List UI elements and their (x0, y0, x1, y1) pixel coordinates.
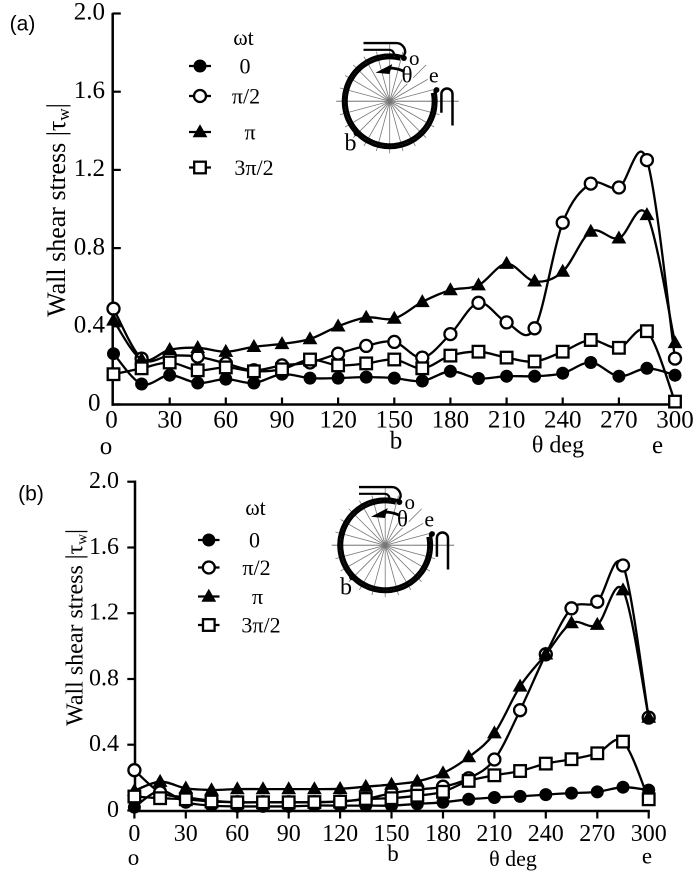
svg-text:3π/2: 3π/2 (241, 612, 280, 637)
svg-text:1.2: 1.2 (89, 600, 119, 626)
svg-text:60: 60 (225, 821, 249, 847)
svg-text:(b): (b) (18, 483, 44, 506)
svg-text:Wall shear stress |τw|: Wall shear stress |τw| (63, 529, 91, 726)
svg-text:0: 0 (240, 53, 251, 78)
svg-text:Wall shear stress |τw|: Wall shear stress |τw| (42, 103, 73, 317)
svg-text:240: 240 (544, 407, 582, 434)
svg-text:o: o (409, 46, 420, 70)
svg-text:0.8: 0.8 (74, 233, 105, 260)
svg-text:b: b (345, 131, 357, 157)
svg-text:2.0: 2.0 (74, 0, 105, 26)
svg-text:150: 150 (374, 821, 410, 847)
svg-text:0: 0 (128, 821, 140, 847)
svg-text:120: 120 (322, 821, 358, 847)
svg-text:b: b (340, 575, 352, 601)
svg-text:(a): (a) (10, 13, 36, 36)
svg-text:0: 0 (88, 390, 101, 417)
svg-text:e: e (652, 432, 663, 459)
svg-text:θ deg: θ deg (489, 846, 537, 871)
svg-text:1.2: 1.2 (74, 155, 105, 182)
svg-text:e: e (429, 63, 439, 88)
svg-text:30: 30 (157, 407, 182, 434)
svg-text:270: 270 (579, 821, 615, 847)
svg-text:θ: θ (397, 507, 408, 532)
svg-text:π/2: π/2 (232, 83, 260, 108)
svg-text:0.4: 0.4 (74, 312, 106, 339)
svg-text:210: 210 (488, 407, 526, 434)
svg-text:o: o (404, 490, 415, 514)
svg-text:θ deg: θ deg (532, 433, 584, 459)
svg-text:0: 0 (107, 797, 119, 823)
svg-text:90: 90 (277, 821, 301, 847)
svg-text:b: b (387, 841, 399, 866)
svg-text:300: 300 (656, 407, 694, 434)
svg-text:3π/2: 3π/2 (234, 155, 273, 180)
svg-text:0: 0 (105, 407, 118, 434)
svg-text:180: 180 (425, 821, 461, 847)
svg-text:1.6: 1.6 (74, 77, 105, 104)
svg-text:90: 90 (270, 407, 295, 434)
svg-text:60: 60 (213, 407, 238, 434)
svg-text:π: π (244, 119, 255, 144)
svg-text:b: b (390, 428, 403, 455)
svg-text:π: π (252, 584, 263, 609)
svg-text:210: 210 (476, 821, 512, 847)
svg-text:ωt: ωt (233, 25, 254, 50)
svg-text:180: 180 (432, 407, 470, 434)
svg-text:2.0: 2.0 (89, 468, 119, 494)
svg-text:o: o (100, 433, 113, 460)
svg-text:0.4: 0.4 (89, 731, 119, 757)
svg-text:300: 300 (631, 821, 667, 847)
svg-text:e: e (642, 844, 652, 869)
svg-text:θ: θ (401, 63, 412, 88)
svg-text:0: 0 (249, 527, 260, 552)
svg-text:240: 240 (528, 821, 564, 847)
svg-text:120: 120 (319, 407, 357, 434)
svg-text:30: 30 (174, 821, 198, 847)
svg-text:π/2: π/2 (242, 555, 270, 580)
svg-text:0.8: 0.8 (89, 666, 119, 692)
svg-text:1.6: 1.6 (89, 534, 119, 560)
svg-text:150: 150 (376, 407, 414, 434)
svg-text:e: e (424, 507, 434, 532)
svg-text:ωt: ωt (245, 495, 266, 520)
svg-text:o: o (128, 845, 140, 870)
svg-text:270: 270 (600, 407, 638, 434)
